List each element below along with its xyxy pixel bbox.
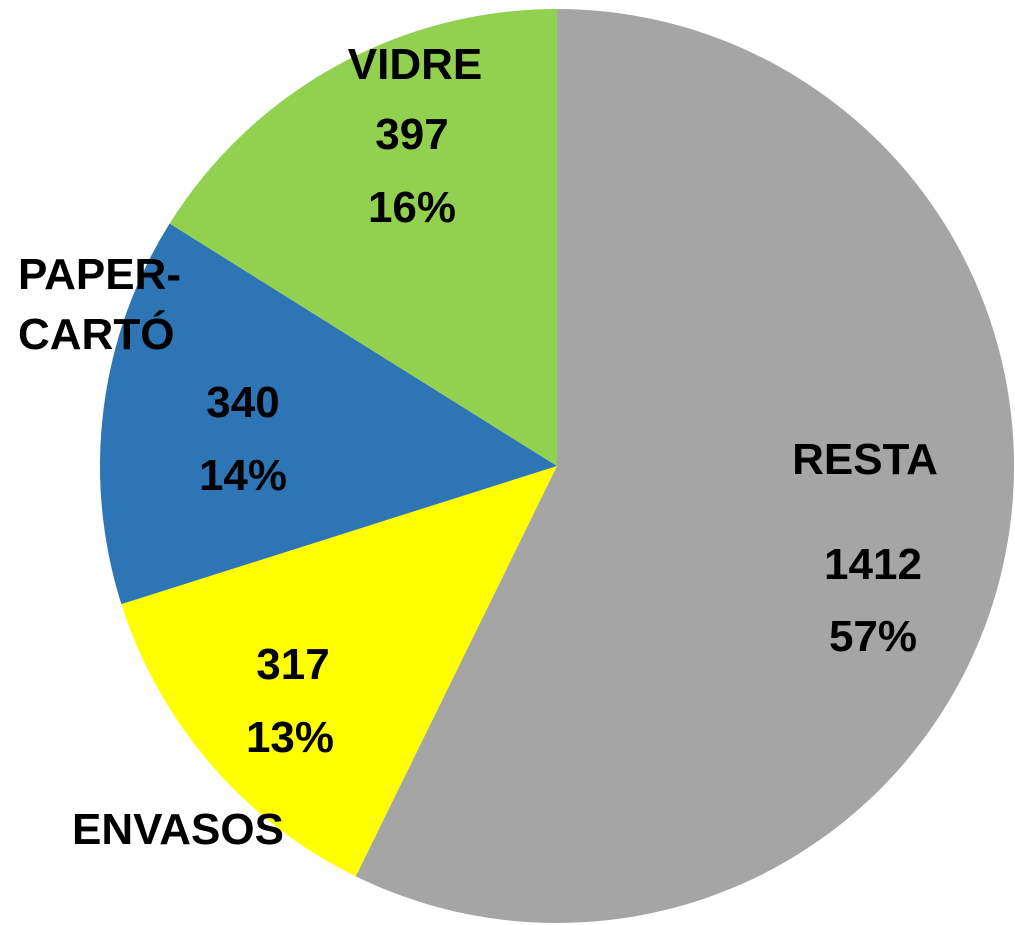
percent-label: 16%: [367, 183, 457, 232]
pie-slice: [121, 466, 558, 877]
slice-name: RESTA: [792, 435, 938, 484]
pie-slice: [99, 223, 557, 605]
percent-label: 14%: [198, 451, 288, 500]
value-label: 397: [375, 110, 449, 159]
value-label: 317: [256, 640, 330, 689]
value-label: 1412: [824, 540, 922, 589]
slice-name: PAPER-CARTÓ: [18, 250, 181, 359]
slice-name: ENVASOS: [72, 805, 284, 854]
pie-slice: [355, 9, 1015, 923]
percent-label: 13%: [245, 713, 335, 762]
value-label: 340: [206, 378, 280, 427]
percent-label: 57%: [828, 612, 918, 661]
pie-slice: [169, 9, 557, 466]
slice-name: VIDRE: [347, 40, 483, 89]
